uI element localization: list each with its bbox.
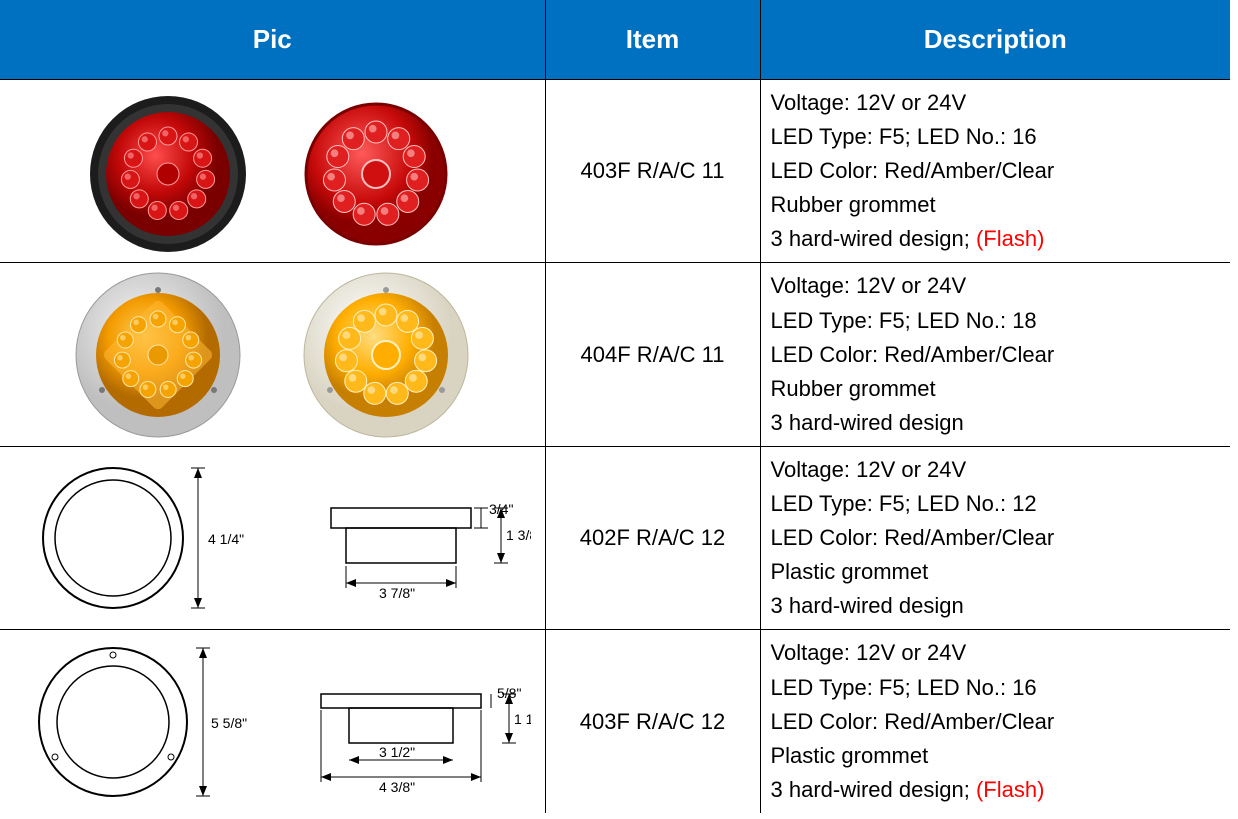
description-line: LED Color: Red/Amber/Clear bbox=[771, 705, 1221, 739]
dim-depth: 1 3/8" bbox=[506, 527, 531, 543]
description-line: LED Color: Red/Amber/Clear bbox=[771, 154, 1221, 188]
description-line: LED Type: F5; LED No.: 16 bbox=[771, 120, 1221, 154]
dim-flange-w: 4 3/8" bbox=[379, 779, 415, 795]
dim-depth: 1 1/2" bbox=[514, 711, 531, 727]
flash-tag: (Flash) bbox=[976, 226, 1044, 251]
description-cell: Voltage: 12V or 24VLED Type: F5; LED No.… bbox=[760, 263, 1230, 446]
table-row: 4 1/4" 3 7/8" 3/4" 1 3/8" 402F R/A/C 12V… bbox=[0, 446, 1230, 629]
description-cell: Voltage: 12V or 24VLED Type: F5; LED No.… bbox=[760, 80, 1230, 263]
description-line: Rubber grommet bbox=[771, 372, 1221, 406]
item-code: 404F R/A/C 11 bbox=[545, 263, 760, 446]
flash-tag: (Flash) bbox=[976, 777, 1044, 802]
dimension-diagram-side: 3 7/8" 3/4" 1 3/8" bbox=[301, 458, 531, 618]
description-line: Plastic grommet bbox=[771, 555, 1221, 589]
description-line: Plastic grommet bbox=[771, 739, 1221, 773]
table-row: 404F R/A/C 11Voltage: 12V or 24VLED Type… bbox=[0, 263, 1230, 446]
dim-outer-dia: 4 1/4" bbox=[208, 531, 244, 547]
description-line: LED Type: F5; LED No.: 18 bbox=[771, 304, 1221, 338]
description-line: Rubber grommet bbox=[771, 188, 1221, 222]
dim-body-w: 3 7/8" bbox=[379, 585, 415, 601]
product-image-red-bare bbox=[286, 89, 466, 254]
dimension-diagram-front-flange: 5 5/8" bbox=[13, 642, 273, 802]
table-header-row: Pic Item Description bbox=[0, 0, 1230, 80]
item-code: 402F R/A/C 12 bbox=[545, 446, 760, 629]
description-line: LED Type: F5; LED No.: 16 bbox=[771, 671, 1221, 705]
table-row: 5 5/8" 3 1/2" 4 3/8" 5/8" 1 1/2" 403F R/… bbox=[0, 630, 1230, 813]
description-line: LED Color: Red/Amber/Clear bbox=[771, 338, 1221, 372]
description-line: LED Type: F5; LED No.: 12 bbox=[771, 487, 1221, 521]
description-cell: Voltage: 12V or 24VLED Type: F5; LED No.… bbox=[760, 630, 1230, 813]
description-line: LED Color: Red/Amber/Clear bbox=[771, 521, 1221, 555]
description-cell: Voltage: 12V or 24VLED Type: F5; LED No.… bbox=[760, 446, 1230, 629]
description-line: 3 hard-wired design; (Flash) bbox=[771, 222, 1221, 256]
product-image-red-grommet bbox=[78, 89, 258, 254]
product-image-amber-chrome bbox=[286, 270, 486, 440]
col-header-desc: Description bbox=[760, 0, 1230, 80]
item-code: 403F R/A/C 12 bbox=[545, 630, 760, 813]
dimension-diagram-front: 4 1/4" bbox=[13, 458, 273, 618]
dimension-diagram-side-flange: 3 1/2" 4 3/8" 5/8" 1 1/2" bbox=[301, 642, 531, 802]
dim-body-w: 3 1/2" bbox=[379, 744, 415, 760]
description-line: 3 hard-wired design bbox=[771, 589, 1221, 623]
description-line: Voltage: 12V or 24V bbox=[771, 636, 1221, 670]
description-line: Voltage: 12V or 24V bbox=[771, 453, 1221, 487]
description-line: 3 hard-wired design bbox=[771, 406, 1221, 440]
description-line: Voltage: 12V or 24V bbox=[771, 86, 1221, 120]
table-row: 403F R/A/C 11Voltage: 12V or 24VLED Type… bbox=[0, 80, 1230, 263]
description-line: 3 hard-wired design; (Flash) bbox=[771, 773, 1221, 807]
pic-cell: 4 1/4" 3 7/8" 3/4" 1 3/8" bbox=[0, 446, 545, 629]
pic-cell bbox=[0, 80, 545, 263]
description-line: Voltage: 12V or 24V bbox=[771, 269, 1221, 303]
dim-outer-dia: 5 5/8" bbox=[211, 715, 247, 731]
col-header-pic: Pic bbox=[0, 0, 545, 80]
item-code: 403F R/A/C 11 bbox=[545, 80, 760, 263]
pic-cell: 5 5/8" 3 1/2" 4 3/8" 5/8" 1 1/2" bbox=[0, 630, 545, 813]
product-image-amber-flange bbox=[58, 270, 258, 440]
product-table: Pic Item Description 403F R/A/C 11Voltag… bbox=[0, 0, 1230, 813]
pic-cell bbox=[0, 263, 545, 446]
col-header-item: Item bbox=[545, 0, 760, 80]
